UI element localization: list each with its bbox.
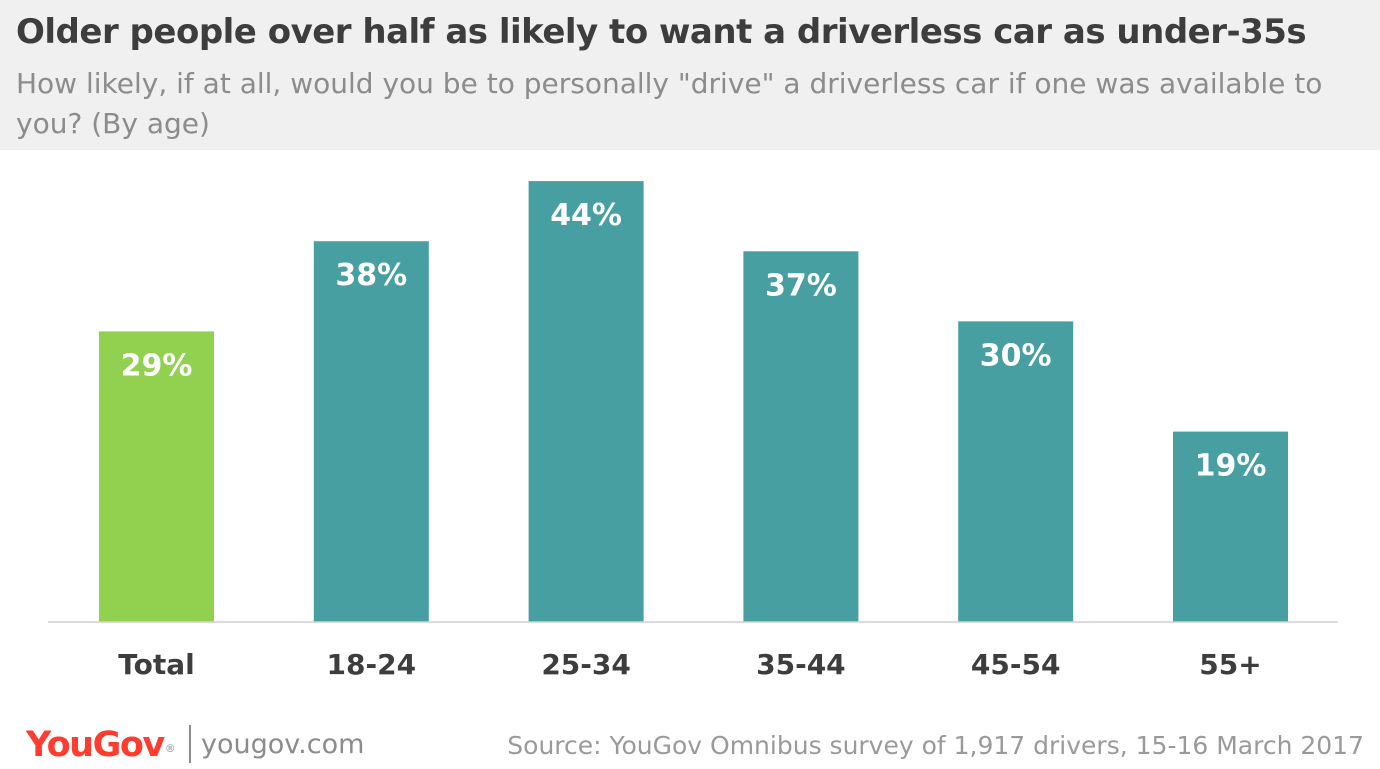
brand-text: YouGov	[26, 725, 165, 765]
value-label-45-54: 30%	[980, 338, 1052, 373]
value-label-total: 29%	[121, 348, 193, 383]
category-label-total: Total	[118, 648, 195, 681]
bar-18-24	[313, 241, 429, 622]
brand-registered-mark: ®	[164, 742, 176, 755]
value-label-25-34: 44%	[550, 198, 622, 233]
bar-25-34	[528, 181, 644, 622]
bar-55	[1173, 431, 1288, 622]
category-label-35-44: 35-44	[756, 648, 846, 681]
brand-divider	[189, 725, 191, 763]
footer: YouGov® yougov.com Source: YouGov Omnibu…	[0, 715, 1380, 769]
chart-subtitle: How likely, if at all, would you be to p…	[16, 67, 1323, 140]
value-labels-group: 29% 38% 44% 37% 30% 19%	[121, 198, 1267, 484]
source-note: Source: YouGov Omnibus survey of 1,917 d…	[507, 731, 1364, 760]
category-label-18-24: 18-24	[327, 648, 417, 681]
bar-chart: 29% 38% 44% 37% 30% 19% Total 18-24 25-34 35-44 4…	[48, 181, 1338, 681]
category-label-25-34: 25-34	[541, 648, 631, 681]
bar-45-54	[958, 321, 1074, 622]
site-url: yougov.com	[201, 729, 365, 760]
yougov-logo: YouGov®	[26, 723, 176, 767]
value-label-18-24: 38%	[335, 258, 407, 293]
bar-35-44	[743, 251, 859, 623]
chart-header: Older people over half as likely to want…	[0, 0, 1380, 150]
value-label-35-44: 37%	[765, 268, 837, 303]
chart-title: Older people over half as likely to want…	[16, 12, 1307, 52]
bar-total	[99, 331, 214, 622]
bars-group	[99, 181, 1288, 623]
value-label-55: 19%	[1195, 449, 1267, 484]
category-labels-group: Total 18-24 25-34 35-44 45-54 55+	[118, 648, 1261, 681]
category-label-55: 55+	[1199, 648, 1261, 681]
category-label-45-54: 45-54	[971, 648, 1061, 681]
